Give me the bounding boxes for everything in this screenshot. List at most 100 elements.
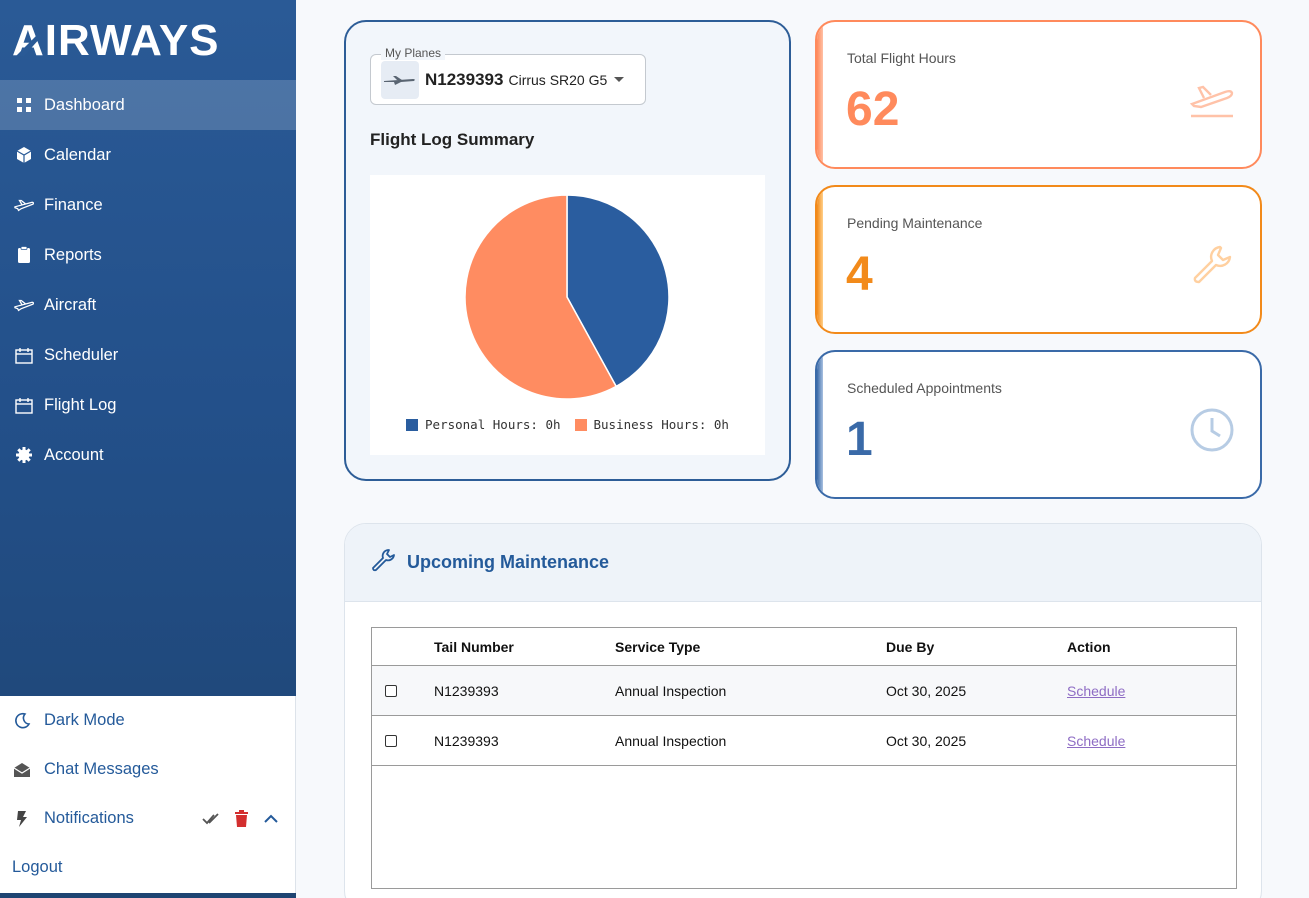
chat-messages-link[interactable]: Chat Messages — [0, 745, 295, 794]
dashboard-grid-icon — [14, 95, 34, 115]
sidebar-item-aircraft[interactable]: Aircraft — [0, 280, 296, 330]
stat-value: 1 — [846, 413, 873, 466]
sidebar-item-label: Finance — [44, 195, 103, 214]
column-header-service-type[interactable]: Service Type — [615, 638, 701, 655]
plane-tail-number: N1239393 — [425, 69, 504, 89]
card-accent-bar — [817, 22, 823, 167]
cell-service-type: Annual Inspection — [615, 732, 727, 749]
chat-messages-label: Chat Messages — [44, 760, 159, 778]
sidebar-item-reports[interactable]: Reports — [0, 230, 296, 280]
stat-label: Total Flight Hours — [847, 50, 956, 66]
chevron-down-icon — [614, 77, 625, 82]
notifications-section[interactable]: Notifications — [0, 794, 295, 843]
column-header-tail-number[interactable]: Tail Number — [434, 638, 514, 655]
schedule-link[interactable]: Schedule — [1067, 732, 1126, 749]
sidebar-bottom-panel: Dark Mode Chat Messages Notifications — [0, 696, 296, 894]
summary-title: Flight Log Summary — [370, 130, 535, 149]
sidebar-item-label: Account — [44, 445, 104, 464]
gear-icon — [14, 445, 34, 465]
column-header-due-by[interactable]: Due By — [886, 638, 935, 655]
legend-label-personal: Personal Hours: 0h — [425, 417, 561, 432]
my-planes-legend: My Planes — [381, 46, 446, 60]
my-planes-select[interactable]: My Planes N1239393 Cirrus SR20 G5 — [370, 46, 646, 105]
cell-due-by: Oct 30, 2025 — [886, 682, 967, 699]
total-flight-hours-card: Total Flight Hours 62 — [815, 20, 1262, 169]
sidebar-item-label: Dashboard — [44, 95, 125, 114]
stat-value: 62 — [846, 83, 900, 136]
clock-icon — [1188, 406, 1236, 454]
column-header-action[interactable]: Action — [1067, 638, 1111, 655]
logout-label: Logout — [12, 858, 63, 876]
legend-swatch-business — [574, 418, 587, 431]
notifications-label: Notifications — [44, 809, 134, 827]
pie-svg — [464, 194, 670, 400]
sidebar-item-finance[interactable]: Finance — [0, 180, 296, 230]
maintenance-header: Upcoming Maintenance — [345, 524, 1261, 602]
stat-label: Pending Maintenance — [847, 215, 983, 231]
sidebar-item-label: Reports — [44, 245, 102, 264]
stat-label: Scheduled Appointments — [847, 380, 1002, 396]
sidebar-item-calendar[interactable]: Calendar — [0, 130, 296, 180]
sidebar-item-flight-log[interactable]: Flight Log — [0, 380, 296, 430]
stat-value: 4 — [846, 248, 873, 301]
table-row: N1239393 Annual Inspection Oct 30, 2025 … — [372, 666, 1236, 716]
table-row: N1239393 Annual Inspection Oct 30, 2025 … — [372, 716, 1236, 766]
brand-logo[interactable]: AIRWAYS — [0, 0, 296, 80]
plane-model: Cirrus SR20 G5 — [508, 71, 608, 88]
mark-all-read-icon[interactable] — [202, 812, 220, 826]
pie-slice-1[interactable] — [464, 194, 618, 400]
chart-legend: Personal Hours: 0h Business Hours: 0h — [370, 417, 765, 432]
flight-hours-pie-chart: Personal Hours: 0h Business Hours: 0h — [370, 175, 765, 455]
legend-item-personal[interactable]: Personal Hours: 0h — [406, 417, 561, 432]
delete-icon[interactable] — [234, 809, 249, 828]
moon-icon — [12, 711, 32, 731]
flight-log-summary-card: My Planes N1239393 Cirrus SR20 G5 Flight… — [344, 20, 791, 481]
upcoming-maintenance-panel: Upcoming Maintenance Tail Number Service… — [344, 523, 1262, 898]
row-checkbox[interactable] — [385, 734, 397, 747]
sidebar-item-label: Calendar — [44, 145, 111, 164]
dark-mode-toggle[interactable]: Dark Mode — [0, 696, 295, 745]
sidebar-item-scheduler[interactable]: Scheduler — [0, 330, 296, 380]
airplane-icon — [14, 295, 34, 315]
maintenance-table: Tail Number Service Type Due By Action N… — [371, 627, 1237, 889]
sidebar-item-account[interactable]: Account — [0, 430, 296, 480]
logout-link[interactable]: Logout — [0, 843, 295, 892]
chevron-up-icon[interactable] — [263, 814, 279, 824]
schedule-link[interactable]: Schedule — [1067, 682, 1126, 699]
calendar-icon — [14, 345, 34, 365]
sidebar-item-label: Flight Log — [44, 395, 117, 414]
bolt-icon — [12, 809, 32, 829]
dark-mode-label: Dark Mode — [44, 711, 125, 729]
airplane-icon — [14, 195, 34, 215]
mail-open-icon — [12, 760, 32, 780]
sidebar-nav: Dashboard Calendar Finance Reports Aircr… — [0, 80, 296, 480]
cell-tail-number: N1239393 — [434, 682, 499, 699]
sidebar: AIRWAYS Dashboard Calendar Finance — [0, 0, 296, 898]
cell-service-type: Annual Inspection — [615, 682, 727, 699]
svg-text:AIRWAYS: AIRWAYS — [12, 18, 220, 62]
cell-tail-number: N1239393 — [434, 732, 499, 749]
maintenance-title: Upcoming Maintenance — [407, 552, 610, 572]
card-accent-bar — [817, 187, 823, 332]
scheduled-appointments-card: Scheduled Appointments 1 — [815, 350, 1262, 499]
sidebar-edge — [0, 893, 296, 898]
cube-icon — [14, 145, 34, 165]
wrench-icon — [371, 548, 395, 577]
legend-item-business[interactable]: Business Hours: 0h — [574, 417, 729, 432]
sidebar-item-label: Aircraft — [44, 295, 97, 314]
sidebar-item-label: Scheduler — [44, 345, 119, 364]
row-checkbox[interactable] — [385, 684, 397, 697]
pie-slice-0[interactable] — [566, 194, 670, 388]
sidebar-item-dashboard[interactable]: Dashboard — [0, 80, 296, 130]
calendar-icon — [14, 395, 34, 415]
airplane-takeoff-icon — [1188, 76, 1236, 124]
wrench-icon — [1188, 241, 1236, 289]
legend-label-business: Business Hours: 0h — [593, 417, 729, 432]
cell-due-by: Oct 30, 2025 — [886, 732, 967, 749]
plane-thumbnail-icon — [381, 60, 419, 99]
airways-logo-icon: AIRWAYS — [12, 18, 220, 62]
card-accent-bar — [817, 352, 823, 497]
legend-swatch-personal — [406, 418, 419, 431]
pending-maintenance-card: Pending Maintenance 4 — [815, 185, 1262, 334]
table-header-row: Tail Number Service Type Due By Action — [372, 628, 1236, 666]
